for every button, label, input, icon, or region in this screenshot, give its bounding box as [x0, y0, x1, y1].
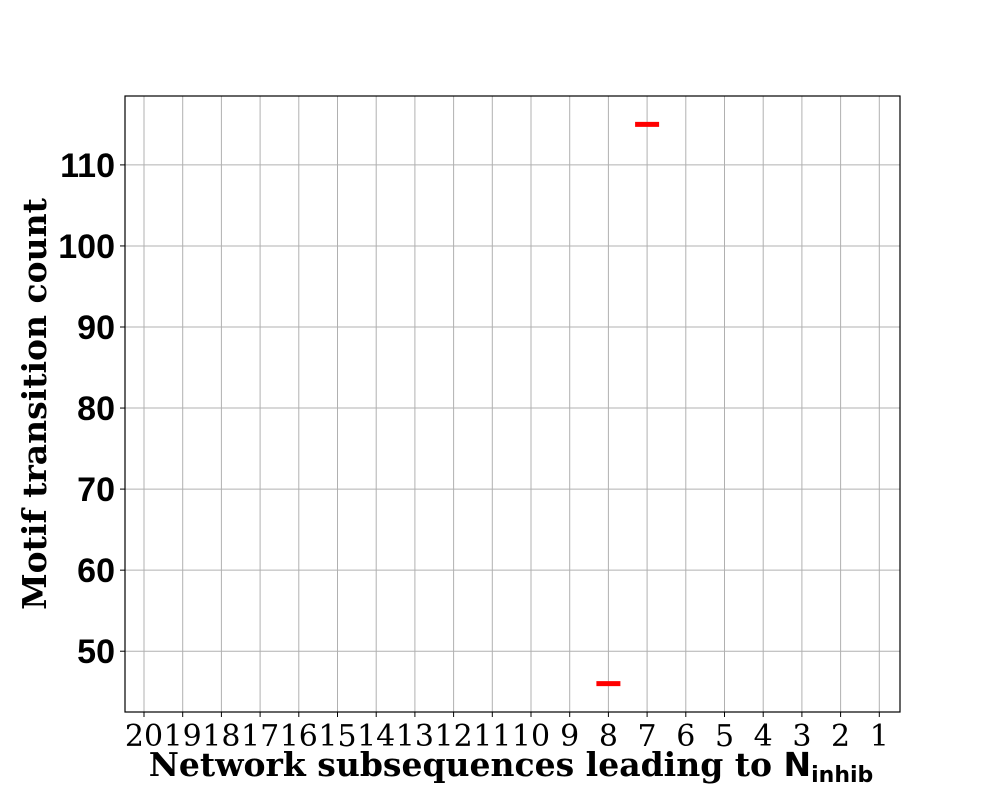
x-tick-label: 13 [396, 719, 434, 754]
x-axis-label-symbol: N [784, 745, 812, 784]
x-tick-label: 2 [831, 719, 850, 754]
y-tick-labels: 50 60 70 80 90 100 110 [58, 147, 125, 671]
y-tick-label: 80 [77, 390, 115, 428]
x-tick-label: 1 [870, 719, 889, 754]
x-tick-label: 15 [318, 719, 356, 754]
x-tick-label: 16 [280, 719, 318, 754]
x-tick-label: 17 [241, 719, 279, 754]
x-tick-label: 10 [512, 719, 550, 754]
x-tick-label: 4 [754, 719, 773, 754]
y-tick-label: 100 [58, 228, 115, 266]
x-tick-label: 5 [715, 719, 734, 754]
x-tick-label: 9 [560, 719, 579, 754]
x-tick-label: 8 [599, 719, 618, 754]
x-axis-label-prefix: Network subsequences leading to [149, 745, 784, 784]
x-tick-label: 11 [473, 719, 511, 754]
x-axis-label-subscript: inhib [811, 763, 873, 788]
x-tick-label: 14 [357, 719, 395, 754]
x-tick-label: 3 [792, 719, 811, 754]
x-tick-label: 6 [676, 719, 695, 754]
y-tick-label: 60 [77, 552, 115, 590]
y-tick-label: 70 [77, 471, 115, 509]
y-tick-label: 50 [77, 633, 115, 671]
x-tick-label: 7 [638, 719, 657, 754]
x-axis-label: Network subsequences leading to Ninhib [149, 745, 874, 788]
y-tick-label: 90 [77, 309, 115, 347]
x-tick-label: 19 [164, 719, 202, 754]
x-tick-label: 18 [202, 719, 240, 754]
y-axis-label: Motif transition count [15, 197, 54, 609]
data-points [596, 121, 660, 687]
x-gridlines [143, 96, 880, 712]
plot-area [124, 95, 901, 713]
x-tick-label: 12 [435, 719, 473, 754]
x-tick-label: 20 [125, 719, 163, 754]
x-tick-labels: 20 19 18 17 16 15 14 13 12 11 10 9 8 7 6 5 4 3 2 1 [125, 712, 889, 754]
y-tick-label: 110 [60, 147, 115, 185]
y-gridlines [125, 164, 900, 652]
